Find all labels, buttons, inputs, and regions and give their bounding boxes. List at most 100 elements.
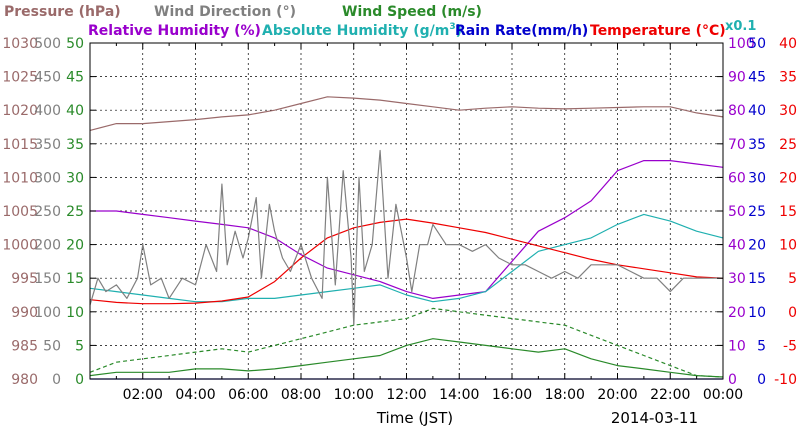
y-tick-label-wind-speed: 25 [66, 204, 84, 220]
y-tick-label-pressure: 995 [11, 271, 38, 287]
y-tick-label-pressure: 1005 [2, 204, 38, 220]
y-tick-label-temperature: 5 [788, 271, 797, 287]
series-line-pressure-0 [89, 96, 724, 131]
y-tick-label-relative-humidity: 10 [728, 338, 746, 354]
y-tick-label-rain-rate: 20 [748, 238, 766, 254]
left-axes: 9809859909951000100510101015102010251030… [2, 36, 84, 388]
y-tick-label-pressure: 1025 [2, 70, 38, 86]
y-tick-label-wind-speed: 40 [66, 103, 84, 119]
x-tick-label: 20:00 [597, 387, 637, 403]
y-tick-label-rain-rate: 45 [748, 70, 766, 86]
y-tick-label-relative-humidity: 20 [728, 305, 746, 321]
y-tick-label-pressure: 990 [11, 305, 38, 321]
y-tick-label-temperature: 10 [779, 238, 797, 254]
y-tick-label-wind-speed: 50 [66, 36, 84, 52]
y-tick-label-temperature: -5 [783, 338, 797, 354]
legend-absolute-humidity-prefix: Absolute Humidity (g/m [262, 23, 449, 39]
y-tick-label-wind-speed: 15 [66, 271, 84, 287]
y-tick-label-wind-direction: 100 [34, 305, 61, 321]
series-line-wind-speed-6 [89, 307, 724, 378]
chart-date: 2014-03-11 [611, 409, 698, 427]
y-tick-label-wind-direction: 350 [34, 137, 61, 153]
y-tick-label-pressure: 1000 [2, 238, 38, 254]
x-tick-label: 08:00 [281, 387, 321, 403]
y-tick-label-relative-humidity: 90 [728, 70, 746, 86]
y-tick-label-temperature: 40 [779, 36, 797, 52]
y-tick-label-relative-humidity: 0 [728, 372, 737, 388]
series-line-wind-direction-4 [89, 149, 723, 326]
y-tick-label-wind-direction: 50 [43, 338, 61, 354]
y-tick-label-wind-speed: 0 [75, 372, 84, 388]
y-tick-label-wind-speed: 30 [66, 170, 84, 186]
y-tick-label-relative-humidity: 30 [728, 271, 746, 287]
y-tick-label-rain-rate: 15 [748, 271, 766, 287]
scale-note: x0.1 [725, 19, 756, 34]
y-tick-label-wind-speed: 45 [66, 70, 84, 86]
legend-absolute-humidity: Absolute Humidity (g/m3) [262, 22, 462, 39]
y-tick-label-pressure: 1010 [2, 170, 38, 186]
x-tick-label: 12:00 [386, 387, 426, 403]
y-tick-label-temperature: 25 [779, 137, 797, 153]
legend-pressure: Pressure (hPa) [4, 4, 121, 20]
x-tick-label: 02:00 [123, 387, 163, 403]
y-tick-label-rain-rate: 30 [748, 170, 766, 186]
x-tick-label: 10:00 [334, 387, 374, 403]
legend-wind-direction: Wind Direction (°) [154, 4, 296, 20]
y-tick-label-wind-direction: 500 [34, 36, 61, 52]
legend-wind-speed: Wind Speed (m/s) [342, 4, 482, 20]
y-tick-label-wind-direction: 150 [34, 271, 61, 287]
y-tick-label-pressure: 980 [11, 372, 38, 388]
legend-relative-humidity: Relative Humidity (%) [88, 23, 261, 39]
y-tick-label-relative-humidity: 80 [728, 103, 746, 119]
y-tick-label-wind-direction: 250 [34, 204, 61, 220]
y-tick-label-rain-rate: 5 [757, 338, 766, 354]
y-tick-label-wind-direction: 0 [52, 372, 61, 388]
y-tick-label-wind-direction: 300 [34, 170, 61, 186]
x-tick-label: 14:00 [439, 387, 479, 403]
y-tick-label-rain-rate: 35 [748, 137, 766, 153]
y-tick-label-temperature: 0 [788, 305, 797, 321]
series-line-relative-humidity-2 [89, 213, 724, 303]
legend-absolute-humidity-suffix: ) [456, 23, 462, 39]
chart-grid [90, 43, 723, 379]
y-tick-label-relative-humidity: 50 [728, 204, 746, 220]
x-tick-label: 00:00 [703, 387, 743, 403]
y-tick-label-rain-rate: 0 [757, 372, 766, 388]
legend-absolute-humidity-sup: 3 [449, 22, 455, 32]
y-tick-label-pressure: 1020 [2, 103, 38, 119]
x-axis-label: Time (JST) [376, 409, 453, 427]
y-tick-label-wind-speed: 20 [66, 238, 84, 254]
y-tick-label-wind-speed: 10 [66, 305, 84, 321]
y-tick-label-temperature: 15 [779, 204, 797, 220]
y-tick-label-temperature: 30 [779, 103, 797, 119]
x-tick-label: 16:00 [492, 387, 532, 403]
right-axes: 0102030405060708090100051015202530354045… [728, 36, 797, 388]
legend-rain-rate: Rain Rate(mm/h) [455, 23, 588, 39]
x-tick-label: 22:00 [650, 387, 690, 403]
y-tick-label-wind-speed: 35 [66, 137, 84, 153]
legend-temperature: Temperature (°C) [590, 23, 726, 39]
series-line-wind-speed-5 [89, 338, 724, 378]
y-tick-label-rain-rate: 50 [748, 36, 766, 52]
y-tick-label-rain-rate: 40 [748, 103, 766, 119]
series-line-relative-humidity-1 [90, 160, 724, 299]
x-tick-label: 04:00 [175, 387, 215, 403]
y-tick-label-pressure: 1030 [2, 36, 38, 52]
y-tick-label-relative-humidity: 100 [728, 36, 755, 52]
y-tick-label-temperature: -10 [774, 372, 797, 388]
y-tick-label-wind-direction: 200 [34, 238, 61, 254]
y-tick-label-relative-humidity: 40 [728, 238, 746, 254]
y-tick-label-temperature: 35 [779, 70, 797, 86]
y-tick-label-pressure: 1015 [2, 137, 38, 153]
y-tick-label-pressure: 985 [11, 338, 38, 354]
x-tick-label: 18:00 [545, 387, 585, 403]
y-tick-label-wind-direction: 400 [34, 103, 61, 119]
y-tick-label-relative-humidity: 60 [728, 170, 746, 186]
y-tick-label-relative-humidity: 70 [728, 137, 746, 153]
x-tick-label: 06:00 [228, 387, 268, 403]
y-tick-label-wind-speed: 5 [75, 338, 84, 354]
y-tick-label-temperature: 20 [779, 170, 797, 186]
y-tick-label-wind-direction: 450 [34, 70, 61, 86]
chart-ticks [89, 42, 724, 380]
